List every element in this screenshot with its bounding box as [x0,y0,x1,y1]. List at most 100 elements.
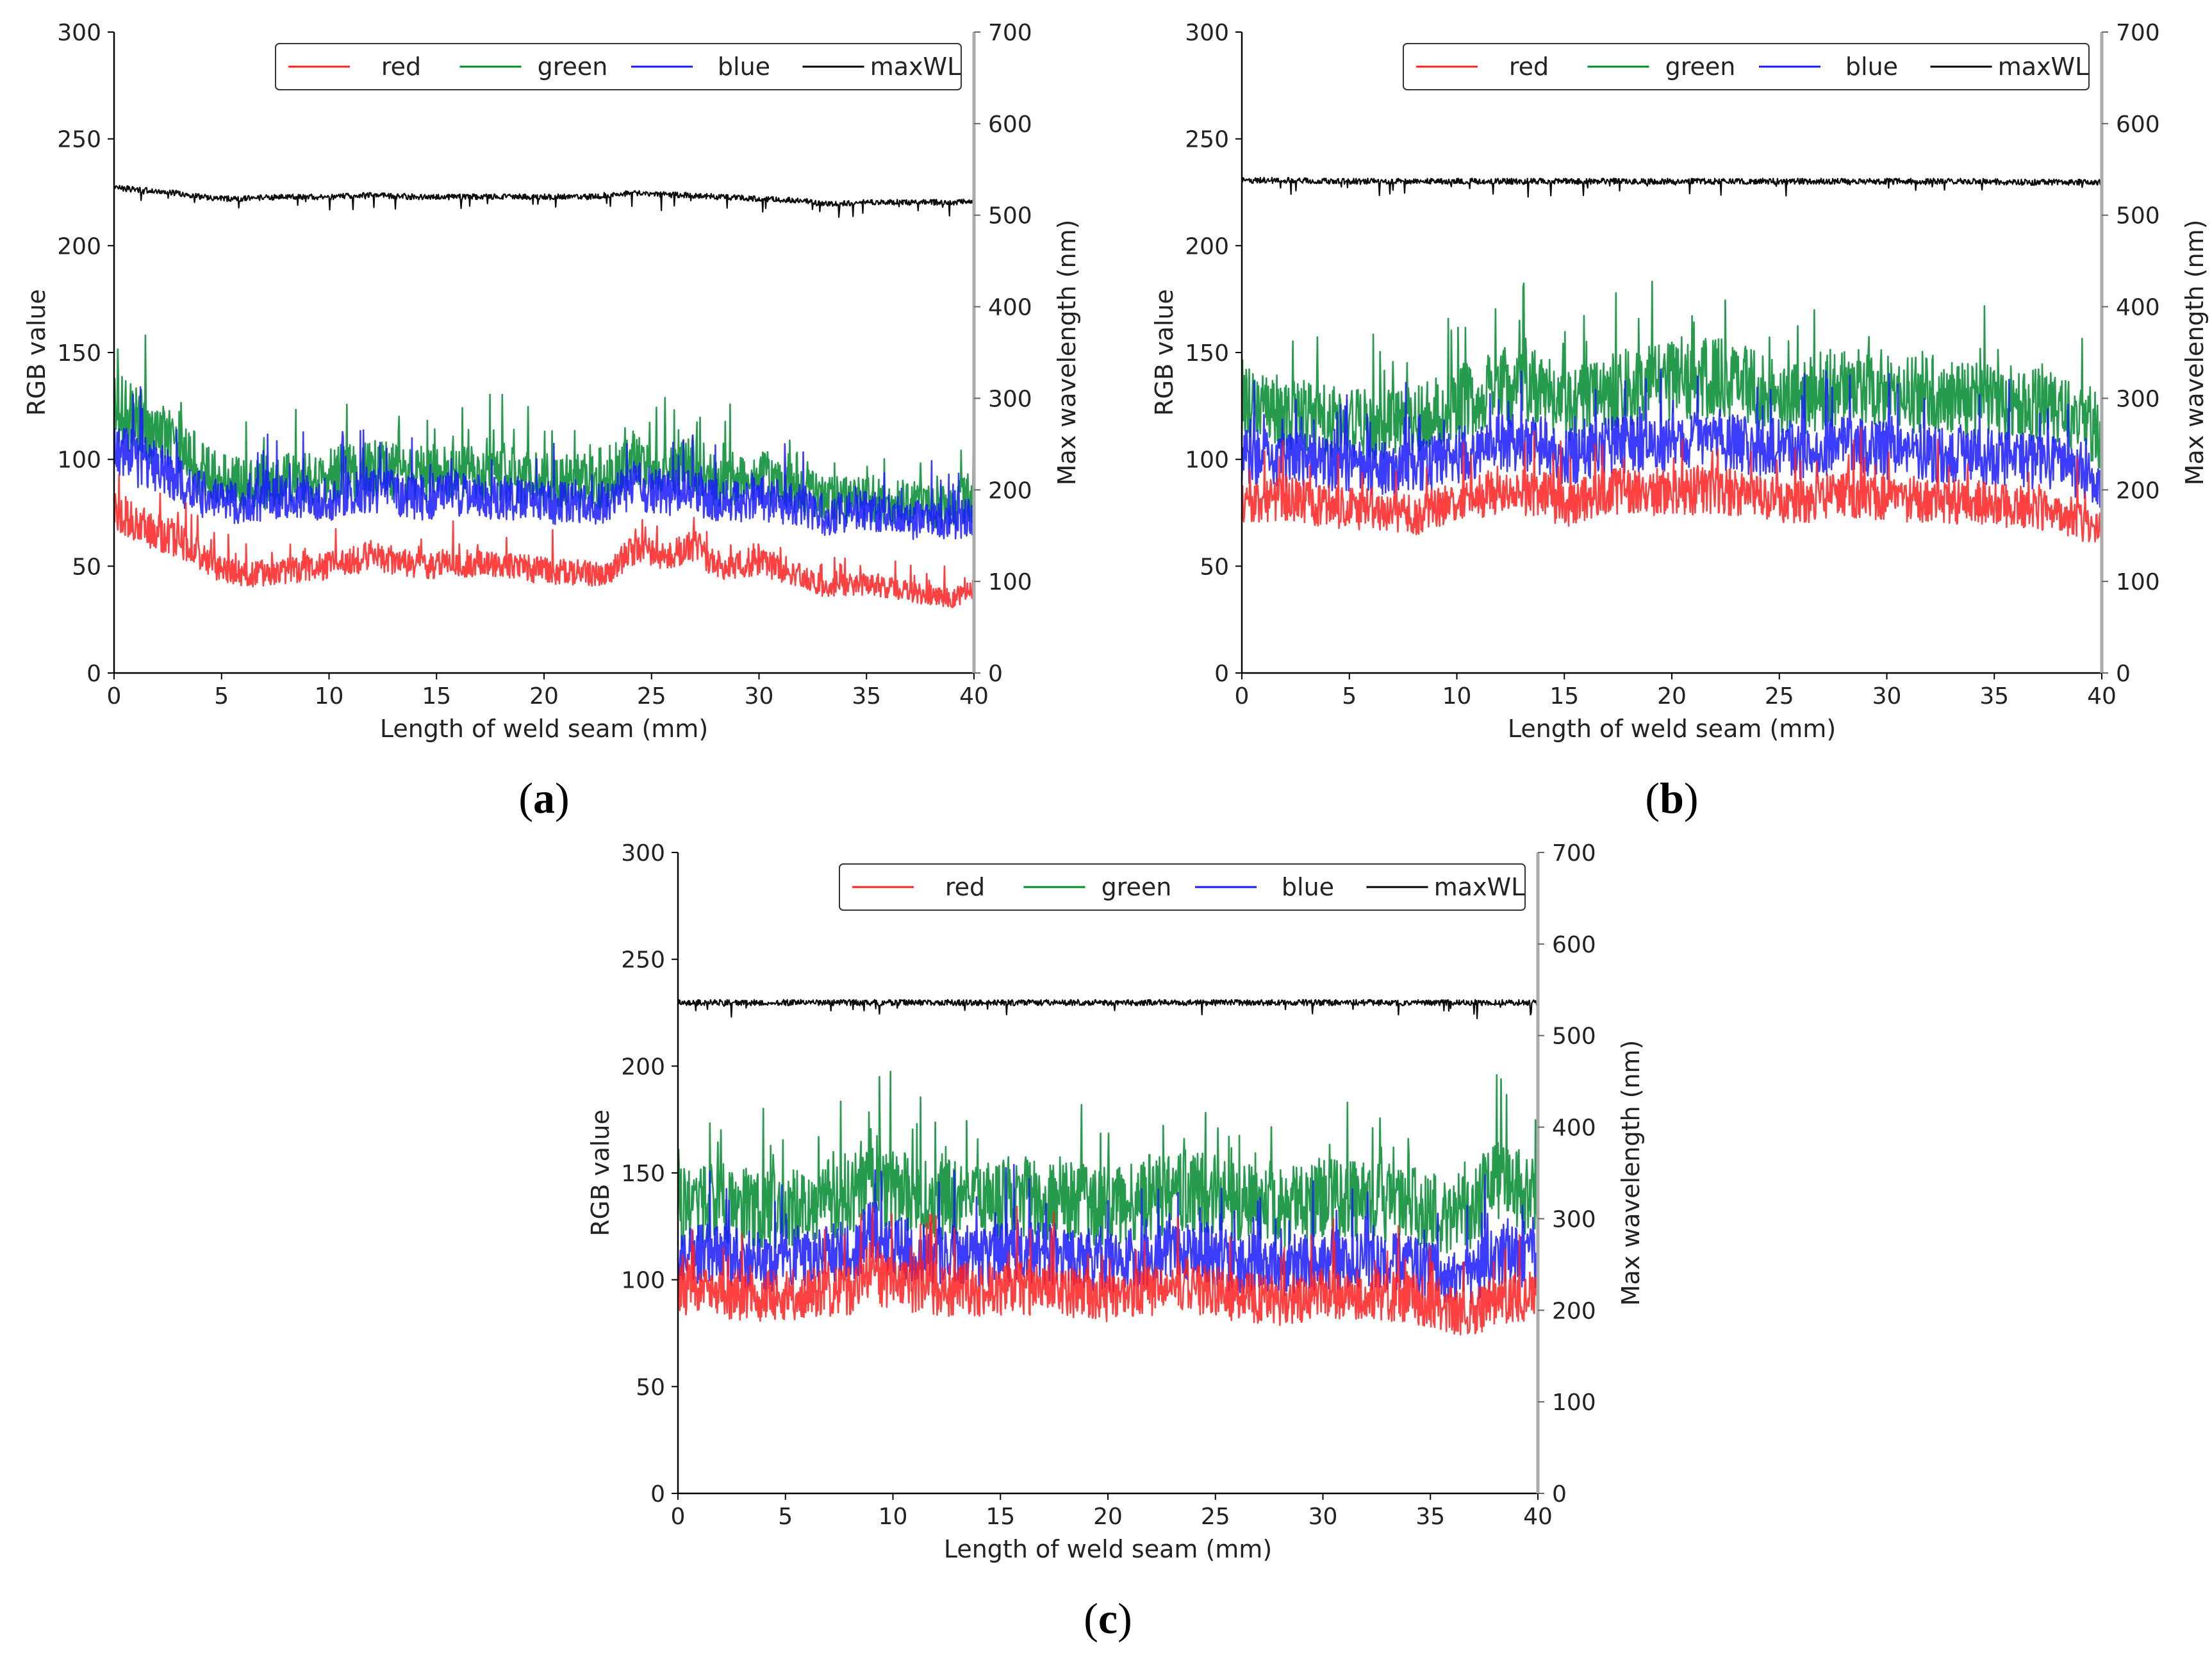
y-tick-label: 250 [1185,127,1229,153]
legend-label-green: green [1665,53,1736,81]
y-axis-label: RGB value [586,1109,615,1236]
x-tick-label: 25 [637,683,666,710]
x-tick-label: 40 [959,683,989,710]
y2-tick-label: 100 [2116,569,2160,595]
x-tick-label: 35 [1416,1504,1445,1530]
x-tick-label: 15 [986,1504,1015,1530]
y2-tick-label: 600 [2116,112,2160,138]
y-tick-label: 300 [1185,20,1229,46]
panel-caption: (c) [1084,1594,1132,1643]
caption-letter: b [1660,774,1684,822]
y2-tick-label: 600 [988,112,1032,138]
x-tick-label: 30 [1308,1504,1338,1530]
legend-label-red: red [381,53,421,81]
y-tick-label: 0 [650,1481,665,1508]
caption-open: ( [1645,774,1660,822]
x-tick-label: 30 [1872,683,1902,710]
legend-label-red: red [945,873,985,901]
series-line-red [1241,427,2103,543]
x-tick-label: 0 [1235,683,1250,710]
legend-label-blue: blue [1282,873,1334,901]
y-tick-label: 100 [57,447,101,474]
legend-box [275,43,962,90]
legend-label-blue: blue [718,53,770,81]
y2-tick-label: 0 [2116,661,2131,687]
caption-open: ( [518,774,533,822]
y2-tick-label: 300 [988,386,1032,412]
series-line-red [113,474,975,608]
y2-tick-label: 300 [2116,386,2160,412]
y2-axis-label: Max wavelength (nm) [2181,220,2209,486]
caption-close: ) [555,774,570,822]
y2-tick-label: 200 [988,478,1032,504]
x-tick-label: 30 [745,683,774,710]
legend: red green blue maxWL [1403,43,2090,90]
x-axis-label: Length of weld seam (mm) [380,715,708,743]
x-axis-label: Length of weld seam (mm) [1508,715,1836,743]
y2-tick-label: 400 [988,295,1032,321]
y2-tick-label: 700 [988,20,1032,46]
chart-panel-a: 0 5 10 15 20 25 30 35 40050100150200250300010020… [22,20,1081,743]
x-tick-label: 15 [422,683,451,710]
x-tick-label: 15 [1549,683,1579,710]
y-tick-label: 0 [1214,661,1229,687]
chart-panel-c: 0 5 10 15 20 25 30 35 40050100150200250300010020… [586,840,1645,1563]
y-tick-label: 0 [87,661,101,687]
x-tick-label: 40 [1523,1504,1553,1530]
y-tick-label: 150 [1185,340,1229,367]
legend-label-maxWL: maxWL [1434,873,1525,901]
legend-label-maxWL: maxWL [870,53,961,81]
legend-label-red: red [1509,53,1549,81]
caption-letter: a [533,774,555,822]
caption-close: ) [1684,774,1699,822]
x-tick-label: 5 [778,1504,793,1530]
x-tick-label: 25 [1201,1504,1230,1530]
series-line-blue [113,386,975,540]
y2-tick-label: 700 [2116,20,2160,46]
y2-tick-label: 0 [988,661,1003,687]
y-tick-label: 200 [57,233,101,260]
series-line-blue [1241,368,2103,508]
series-line-blue [677,1163,1539,1304]
y2-tick-label: 200 [2116,478,2160,504]
x-tick-label: 25 [1765,683,1794,710]
legend: red green blue maxWL [275,43,962,90]
series-line-maxWL [1241,176,2103,198]
y-tick-label: 50 [636,1374,665,1400]
y2-tick-label: 700 [1552,840,1596,867]
y-tick-label: 100 [1185,447,1229,474]
y2-tick-label: 400 [2116,295,2160,321]
caption-letter: c [1098,1594,1118,1643]
y2-tick-label: 500 [2116,203,2160,229]
series-line-red [677,1206,1539,1336]
legend: red green blue maxWL [839,863,1526,911]
legend-box [1403,43,2090,90]
y-tick-label: 150 [621,1161,665,1187]
legend-label-green: green [538,53,608,81]
series-line-green [1241,280,2103,469]
y-axis-label: RGB value [1150,289,1178,416]
y2-tick-label: 500 [988,203,1032,229]
x-tick-label: 20 [1657,683,1687,710]
y2-tick-label: 100 [1552,1390,1596,1416]
chart-panel-b: 0 5 10 15 20 25 30 35 40050100150200250300010020… [1150,20,2209,743]
x-tick-label: 10 [879,1504,908,1530]
legend-box [839,863,1526,911]
x-tick-label: 40 [2087,683,2117,710]
y2-tick-label: 400 [1552,1115,1596,1142]
x-tick-label: 0 [107,683,122,710]
legend-label-green: green [1102,873,1172,901]
panel-caption: (a) [518,774,569,822]
x-tick-label: 10 [1442,683,1472,710]
caption-open: ( [1084,1594,1098,1643]
y2-tick-label: 500 [1552,1024,1596,1050]
y-tick-label: 300 [57,20,101,46]
caption-close: ) [1118,1594,1132,1643]
x-axis-label: Length of weld seam (mm) [944,1535,1272,1563]
y2-tick-label: 300 [1552,1206,1596,1233]
y-axis-label: RGB value [22,289,51,416]
x-tick-label: 5 [214,683,229,710]
series-line-maxWL [677,999,1539,1020]
y-tick-label: 200 [1185,233,1229,260]
y-tick-label: 50 [72,554,101,580]
